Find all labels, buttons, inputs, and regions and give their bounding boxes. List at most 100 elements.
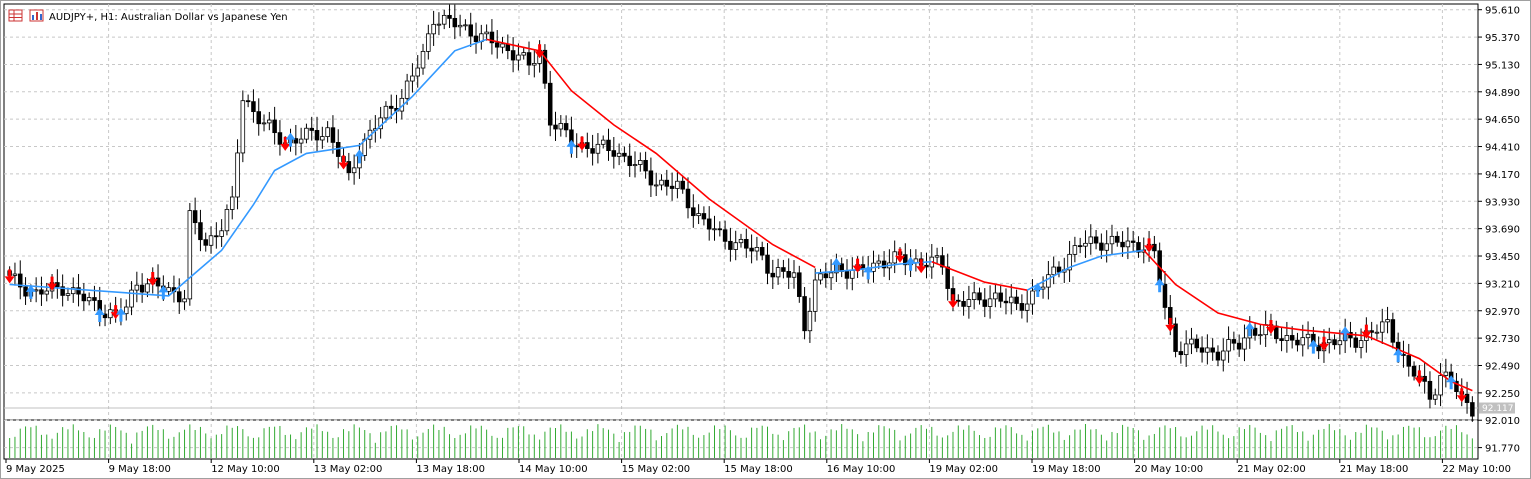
candle — [187, 203, 193, 306]
buy-arrow-icon — [1340, 326, 1351, 341]
candle — [81, 283, 87, 311]
sell-arrow-icon — [1414, 370, 1425, 385]
candle — [1316, 336, 1321, 360]
x-tick-label: 13 May 02:00 — [314, 464, 383, 475]
y-tick-label: 94.650 — [1485, 115, 1520, 126]
y-tick-label: 94.170 — [1485, 170, 1520, 181]
candle — [680, 176, 685, 194]
candle — [532, 49, 537, 78]
candle — [526, 41, 532, 76]
candle — [214, 222, 219, 249]
y-tick-label: 93.930 — [1485, 197, 1520, 208]
ma-segment-up — [9, 38, 487, 297]
candle — [638, 152, 643, 172]
y-tick-label: 91.770 — [1485, 444, 1520, 455]
candle — [1305, 321, 1311, 350]
candle — [1024, 290, 1030, 323]
y-tick-label: 92.010 — [1485, 416, 1520, 427]
sell-arrow-icon — [1144, 238, 1155, 253]
candle — [298, 127, 304, 154]
candle — [1454, 373, 1459, 400]
candle — [547, 70, 553, 137]
candle — [1210, 338, 1215, 361]
candle — [1178, 341, 1184, 364]
candle — [1125, 227, 1131, 260]
candle — [770, 259, 776, 289]
buy-arrow-icon — [354, 149, 365, 164]
candle — [696, 204, 701, 225]
price-axis[interactable]: 95.610 95.370 95.130 94.890 94.650 94.410 94.1… — [1478, 6, 1520, 455]
candle — [828, 259, 834, 291]
buy-arrow-icon — [566, 139, 577, 154]
volume-histogram — [9, 424, 1473, 458]
candle — [616, 143, 622, 166]
candle — [1374, 324, 1380, 340]
buy-arrow-icon — [905, 256, 916, 271]
candle — [441, 9, 447, 30]
x-tick-label: 20 May 10:00 — [1135, 464, 1204, 475]
moving-average — [9, 38, 1473, 392]
candle — [1099, 233, 1104, 259]
candle — [166, 282, 171, 297]
candle — [1226, 326, 1231, 363]
candle — [701, 206, 707, 226]
candle — [229, 185, 235, 220]
candle — [134, 271, 140, 303]
candle — [648, 157, 654, 198]
buy-arrow-icon — [158, 285, 169, 300]
candle — [940, 247, 945, 275]
candle — [267, 111, 272, 131]
candle — [1003, 288, 1009, 315]
candle — [1464, 381, 1470, 414]
candle — [844, 259, 850, 290]
candle — [924, 252, 929, 279]
candle — [468, 12, 473, 47]
candle — [139, 273, 145, 303]
candle — [1242, 324, 1247, 362]
sell-arrow-icon — [4, 269, 15, 284]
candle — [1152, 235, 1157, 259]
candle — [457, 14, 463, 37]
candle — [717, 221, 723, 237]
candle — [987, 285, 993, 319]
candle — [759, 241, 765, 261]
candle — [1072, 236, 1078, 263]
y-tick-label: 93.210 — [1485, 279, 1520, 290]
candle — [1130, 230, 1136, 252]
candle — [1438, 363, 1443, 407]
candle — [812, 268, 818, 322]
candle — [17, 260, 23, 300]
candle — [261, 114, 267, 132]
current-price-label: 92.117 — [1482, 404, 1514, 414]
plot-area-border — [3, 3, 1479, 460]
candle — [1284, 321, 1290, 353]
chart-grid-icon[interactable] — [8, 9, 23, 22]
x-tick-label: 15 May 02:00 — [622, 464, 691, 475]
candle — [410, 63, 415, 93]
candle — [971, 281, 977, 310]
candle — [65, 287, 71, 301]
y-tick-label: 92.970 — [1485, 307, 1520, 318]
candle — [224, 204, 230, 236]
candle — [749, 234, 754, 264]
candle — [510, 37, 516, 73]
time-axis[interactable]: 9 May 2025 9 May 18:00 12 May 10:00 13 May … — [5, 459, 1511, 475]
candle — [12, 262, 18, 286]
candle — [1443, 358, 1449, 388]
candle — [1104, 230, 1109, 263]
bar-chart-icon[interactable] — [29, 9, 44, 22]
candle — [1432, 388, 1438, 405]
x-tick-label: 22 May 10:00 — [1442, 464, 1511, 475]
x-tick-label: 14 May 10:00 — [519, 464, 588, 475]
candle — [653, 172, 659, 196]
ma-segment-up — [1026, 249, 1144, 291]
candle — [961, 291, 966, 316]
candle — [733, 230, 738, 261]
candle — [786, 258, 791, 290]
candle — [1215, 345, 1221, 367]
candle — [494, 30, 500, 59]
candle — [1189, 327, 1194, 355]
candle — [818, 268, 823, 285]
